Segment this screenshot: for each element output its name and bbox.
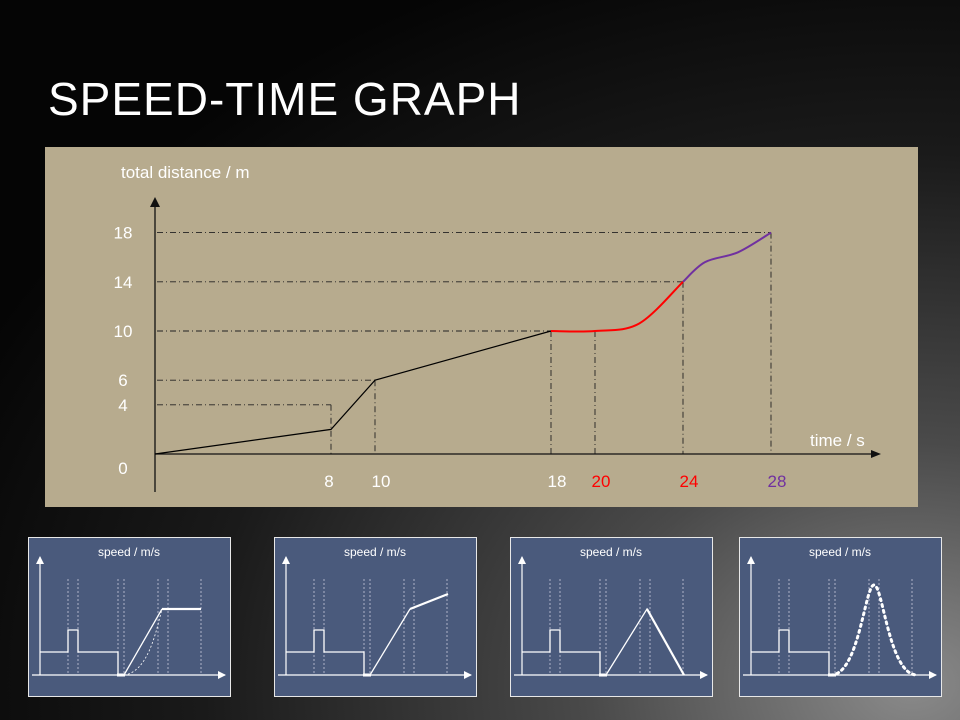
x-axis-label: time / s (810, 431, 865, 450)
thumbnail-background (274, 537, 477, 697)
thumbnail-speed-curve (605, 607, 685, 676)
chart-background (45, 147, 918, 507)
y-tick-labels: 0 4 6 10 14 18 (114, 224, 133, 478)
thumbnail-y-arrow (282, 556, 290, 564)
speed-thumbnail-1: speed / m/s (28, 537, 231, 697)
thumbnail-axis-label: speed / m/s (98, 545, 160, 559)
thumbnail-x-arrow (218, 671, 226, 679)
speed-thumbnail-4: speed / m/s (739, 537, 942, 697)
y-tick-label: 6 (118, 371, 127, 390)
thumbnail-axis-label: speed / m/s (580, 545, 642, 559)
chart-axes (150, 197, 881, 492)
thumbnail-y-arrow (518, 556, 526, 564)
slide-title: SPEED-TIME GRAPH (48, 73, 522, 125)
thumbnail-step-profile (522, 629, 606, 676)
x-tick-label: 18 (548, 472, 567, 491)
thumbnail-background (739, 537, 942, 697)
y-tick-label: 0 (118, 459, 127, 478)
thumbnail-x-arrow (700, 671, 708, 679)
guide-lines (157, 232, 772, 454)
thumbnail-x-arrow (464, 671, 472, 679)
x-tick-labels: 8 10 18 20 24 28 (324, 472, 786, 491)
y-tick-label: 10 (114, 322, 133, 341)
speed-thumbnail-3: speed / m/s (510, 537, 713, 697)
x-tick-label: 20 (592, 472, 611, 491)
thumbnail-step-profile (751, 629, 835, 676)
thumbnail-speed-curve (123, 608, 163, 676)
thumbnail-x-arrow (929, 671, 937, 679)
thumbnail-step-profile (40, 629, 124, 676)
thumbnail-axis-label: speed / m/s (809, 545, 871, 559)
thumbnail-speed-curve (829, 583, 919, 677)
thumbnail-background (28, 537, 231, 697)
distance-time-chart: 0 4 6 10 14 18 8 10 18 20 24 28 total distance / m… (45, 147, 918, 507)
x-tick-label: 24 (680, 472, 699, 491)
series-line-1 (154, 330, 552, 455)
thumbnail-speed-curve (369, 608, 411, 676)
y-axis-label: total distance / m (121, 163, 250, 182)
chart-series (154, 231, 772, 455)
y-tick-label: 4 (118, 396, 127, 415)
x-tick-label: 10 (372, 472, 391, 491)
x-tick-label: 28 (768, 472, 787, 491)
x-tick-label: 8 (324, 472, 333, 491)
thumbnail-axis-label: speed / m/s (344, 545, 406, 559)
x-axis-arrow (871, 450, 881, 458)
series-line-3 (682, 231, 772, 283)
speed-thumbnail-2: speed / m/s (274, 537, 477, 697)
y-tick-label: 14 (114, 273, 133, 292)
y-tick-label: 18 (114, 224, 133, 243)
series-line-2 (550, 281, 684, 333)
thumbnail-dotted-curve (123, 608, 163, 676)
thumbnail-step-profile (286, 629, 370, 676)
thumbnail-background (510, 537, 713, 697)
thumbnail-y-arrow (747, 556, 755, 564)
y-axis-arrow (150, 197, 160, 207)
thumbnail-y-arrow (36, 556, 44, 564)
thumbnail-slope-segment (409, 592, 449, 611)
